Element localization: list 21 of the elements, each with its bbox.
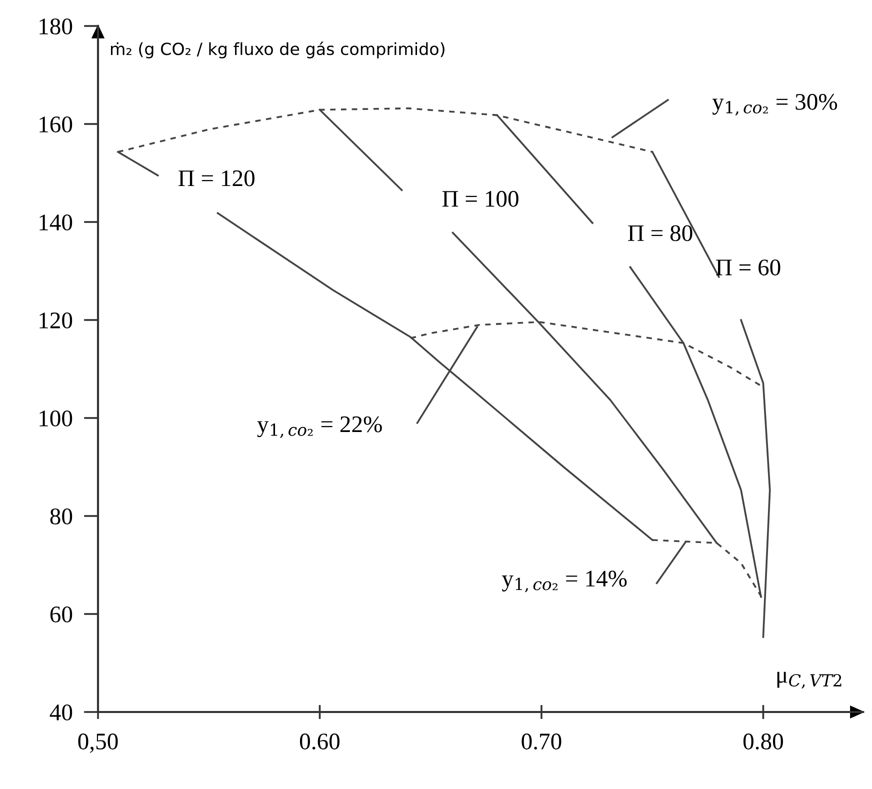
- x-tick-label: 0.60: [300, 734, 340, 750]
- y-tick-label: 180: [40, 18, 72, 34]
- y-tick-label: 140: [40, 214, 72, 230]
- annotation: Π = 100: [442, 190, 518, 207]
- x-tick-label: 0,50: [78, 734, 118, 753]
- x-tick-label: 0.70: [522, 734, 562, 750]
- y-tick-label: 100: [40, 410, 72, 426]
- annotation: Π = 120: [178, 170, 254, 186]
- x-axis-title: μ$_{C,VT2}$: [777, 672, 842, 689]
- annotation: y$_{1,co₂}$ = 22%: [257, 416, 382, 438]
- x-tick-label: 0.80: [743, 734, 783, 750]
- annotation: Π = 60: [716, 260, 780, 276]
- y-tick-label: 60: [50, 606, 72, 622]
- y-axis-title: ṁ₂ (g CO₂ / kg fluxo de gás comprimido): [110, 42, 444, 58]
- y-tick-label: 160: [40, 116, 72, 132]
- y-tick-label: 120: [40, 312, 72, 328]
- annotation: y$_{1,co₂}$ = 14%: [502, 570, 627, 592]
- y-tick-label: 80: [50, 508, 72, 524]
- annotation: Π = 80: [628, 225, 692, 242]
- annotation: y$_{1,co₂}$ = 30%: [712, 94, 838, 116]
- y-tick-label: 40: [50, 704, 72, 720]
